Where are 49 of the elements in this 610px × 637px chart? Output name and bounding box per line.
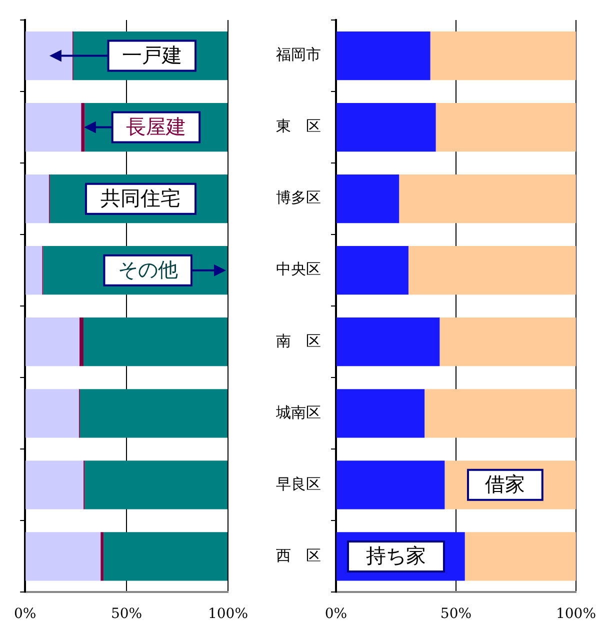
bar <box>430 31 576 80</box>
text: その他 <box>118 258 178 282</box>
bar <box>336 174 400 224</box>
bar <box>104 532 227 581</box>
y-tick-label: 城南区 <box>275 403 321 422</box>
bar <box>26 31 72 80</box>
bar <box>26 389 79 438</box>
text: 長屋建 <box>126 114 186 138</box>
y-tick-label: 博多区 <box>276 188 321 207</box>
series-label: 持ち家 <box>366 544 426 568</box>
text: 一戸建 <box>122 42 182 67</box>
bar <box>436 102 576 152</box>
bar <box>440 318 576 366</box>
x-tick-label: 100% <box>556 606 596 622</box>
bar <box>336 31 430 80</box>
bar <box>336 318 440 366</box>
bar <box>26 532 101 581</box>
bar <box>81 102 85 152</box>
bar <box>336 460 445 510</box>
x-tick-label: 50% <box>110 606 142 622</box>
bar <box>84 318 227 366</box>
bar <box>424 389 576 438</box>
bar <box>408 246 576 295</box>
series-label: 借家 <box>485 472 526 496</box>
bar <box>80 389 227 438</box>
x-tick-label: 0% <box>324 606 348 622</box>
series-label: 共同住宅 <box>100 186 181 210</box>
y-tick-label: 西 区 <box>276 546 321 564</box>
bar <box>26 102 82 152</box>
bar <box>464 532 576 581</box>
bar <box>336 246 408 295</box>
y-tick-label: 東 区 <box>276 117 321 136</box>
bar <box>336 389 425 438</box>
bar <box>26 460 84 510</box>
y-tick-label: 福岡市 <box>276 46 321 64</box>
y-tick-label: 中央区 <box>276 260 321 278</box>
bar <box>100 532 104 581</box>
x-tick-label: 0% <box>14 606 36 622</box>
x-tick-label: 100% <box>208 606 248 622</box>
bar <box>26 246 42 295</box>
y-tick-label: 南 区 <box>276 332 321 350</box>
bar <box>79 318 84 366</box>
bar <box>26 174 49 224</box>
x-tick-label: 50% <box>440 606 472 622</box>
y-tick-label: 早良区 <box>276 474 321 493</box>
bar <box>336 102 436 152</box>
bar <box>84 460 227 510</box>
bar <box>399 174 576 224</box>
bar <box>26 318 80 366</box>
